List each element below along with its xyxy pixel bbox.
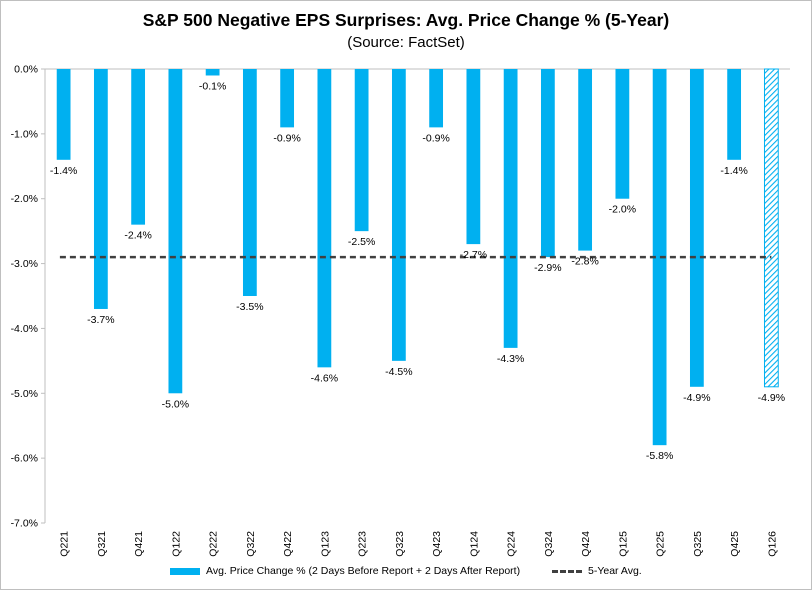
legend-label-bars: Avg. Price Change % (2 Days Before Repor… bbox=[206, 565, 521, 577]
data-label: -0.9% bbox=[273, 132, 300, 144]
x-tick-label: Q222 bbox=[208, 531, 220, 557]
data-label: -4.3% bbox=[497, 353, 524, 365]
y-tick-label: -3.0% bbox=[11, 258, 38, 270]
bar bbox=[56, 69, 71, 160]
data-label: -2.5% bbox=[348, 236, 375, 248]
data-label: -5.0% bbox=[162, 398, 189, 410]
legend-item-avg: 5-Year Avg. bbox=[552, 565, 642, 577]
x-tick-label: Q324 bbox=[543, 531, 555, 557]
data-label: -1.4% bbox=[720, 165, 747, 177]
data-label: -1.4% bbox=[50, 165, 77, 177]
bar bbox=[131, 69, 146, 225]
x-tick-label: Q322 bbox=[245, 531, 257, 557]
x-tick-label: Q423 bbox=[431, 531, 443, 557]
y-tick-label: -1.0% bbox=[11, 128, 38, 140]
data-label: -4.6% bbox=[311, 372, 338, 384]
data-label: -3.7% bbox=[87, 314, 114, 326]
data-label: -2.0% bbox=[609, 204, 636, 216]
legend-swatch-bars bbox=[170, 567, 200, 575]
bar bbox=[578, 69, 593, 251]
bar bbox=[354, 69, 369, 232]
data-label: -3.5% bbox=[236, 301, 263, 313]
x-tick-label: Q225 bbox=[655, 531, 667, 557]
bar bbox=[652, 69, 667, 446]
bar bbox=[540, 69, 555, 258]
x-tick-label: Q321 bbox=[96, 531, 108, 557]
legend-swatch-avg bbox=[552, 569, 582, 573]
bar bbox=[280, 69, 295, 128]
bar bbox=[168, 69, 183, 394]
x-tick-label: Q421 bbox=[133, 531, 145, 557]
data-label: -4.5% bbox=[385, 366, 412, 378]
bar bbox=[689, 69, 704, 387]
bar bbox=[391, 69, 406, 361]
data-label: -2.8% bbox=[571, 256, 598, 268]
data-label: -0.1% bbox=[199, 80, 226, 92]
data-label: -2.9% bbox=[534, 262, 561, 274]
x-tick-label: Q422 bbox=[282, 531, 294, 557]
y-tick-label: -4.0% bbox=[11, 323, 38, 335]
data-label: -2.4% bbox=[124, 230, 151, 242]
data-label: -5.8% bbox=[646, 450, 673, 462]
bar bbox=[727, 69, 742, 160]
data-label: -2.7% bbox=[460, 249, 487, 261]
chart-subtitle: (Source: FactSet) bbox=[347, 34, 465, 51]
x-tick-label: Q224 bbox=[506, 531, 518, 557]
bar bbox=[503, 69, 518, 348]
data-label: -4.9% bbox=[758, 392, 785, 404]
y-tick-label: -7.0% bbox=[11, 518, 38, 530]
x-tick-label: Q424 bbox=[580, 531, 592, 557]
bar bbox=[466, 69, 481, 245]
x-tick-label: Q223 bbox=[357, 531, 369, 557]
x-tick-label: Q323 bbox=[394, 531, 406, 557]
bar bbox=[242, 69, 257, 296]
legend-label-avg: 5-Year Avg. bbox=[588, 565, 642, 577]
x-tick-label: Q325 bbox=[692, 531, 704, 557]
bar bbox=[615, 69, 630, 199]
x-tick-label: Q122 bbox=[170, 531, 182, 557]
x-tick-label: Q221 bbox=[59, 531, 71, 557]
data-label: -4.9% bbox=[683, 392, 710, 404]
x-tick-label: Q123 bbox=[319, 531, 331, 557]
legend-item-bars: Avg. Price Change % (2 Days Before Repor… bbox=[170, 565, 520, 577]
bar bbox=[93, 69, 108, 309]
y-tick-label: -2.0% bbox=[11, 193, 38, 205]
x-tick-label: Q124 bbox=[468, 531, 480, 557]
chart-title: S&P 500 Negative EPS Surprises: Avg. Pri… bbox=[142, 10, 670, 30]
chart-legend: Avg. Price Change % (2 Days Before Repor… bbox=[0, 565, 812, 583]
y-tick-label: -6.0% bbox=[11, 453, 38, 465]
data-label: -0.9% bbox=[422, 132, 449, 144]
x-tick-label: Q425 bbox=[729, 531, 741, 557]
y-tick-label: -5.0% bbox=[11, 388, 38, 400]
bar bbox=[317, 69, 332, 368]
x-tick-label: Q125 bbox=[617, 531, 629, 557]
x-tick-label: Q126 bbox=[766, 531, 778, 557]
bar bbox=[429, 69, 444, 128]
bar bbox=[205, 69, 220, 76]
bar bbox=[763, 68, 779, 388]
y-tick-label: 0.0% bbox=[14, 64, 38, 76]
